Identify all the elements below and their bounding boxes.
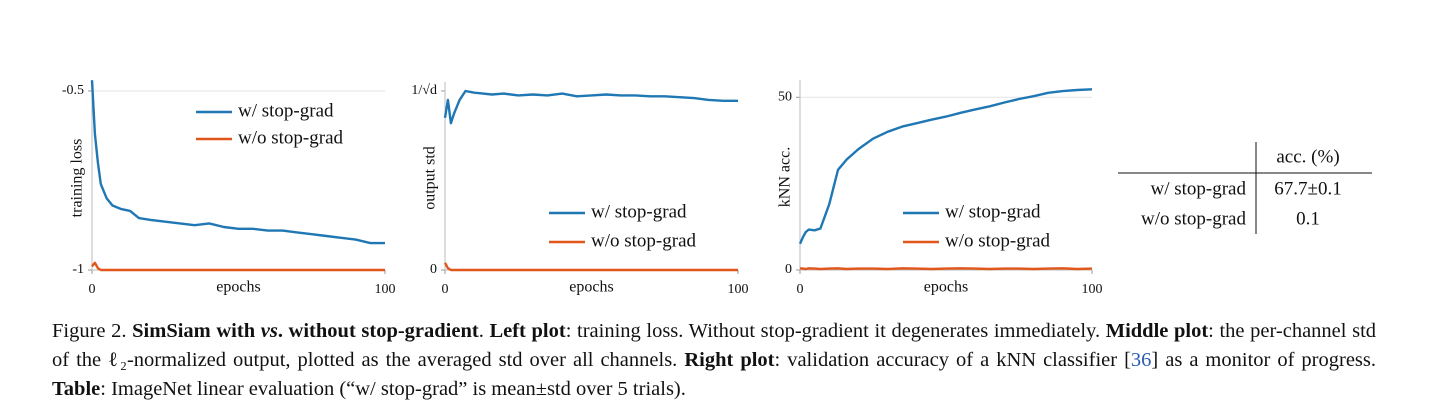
x-axis-label: epochs [569,279,613,296]
series-line [90,80,385,245]
table-cell: w/ stop-grad [1150,178,1246,199]
series-line [798,88,1093,245]
x-tick-label: 0 [89,282,96,297]
x-tick-label: 100 [375,282,396,297]
table-cell: 67.7±0.1 [1274,178,1341,199]
caption-text: . [478,320,490,342]
y-axis-label: output std [422,146,439,210]
y-tick-label: 0 [785,262,792,277]
caption-text: : training loss. Without stop-gradient i… [565,320,1106,342]
series-line [443,262,738,272]
caption-text: ] as a monitor of progress. [1151,349,1377,371]
x-tick-label: 0 [797,282,804,297]
legend-label: w/o stop-grad [238,127,344,148]
caption-text: Right plot [684,349,775,371]
x-axis-label: epochs [216,279,260,296]
caption-text: Middle plot [1105,320,1209,342]
y-axis-label: training loss [69,139,86,218]
table-cell: w/o stop-grad [1141,208,1247,229]
y-tick-label: -1 [72,262,84,277]
table-cell: 0.1 [1296,208,1320,229]
y-axis-label: kNN acc. [777,147,794,207]
caption-text: SimSiam with [132,320,261,342]
series-line [91,261,385,272]
caption: Figure 2. SimSiam with vs. without stop-… [52,317,1376,404]
x-tick-label: 0 [442,282,449,297]
legend-label: w/ stop-grad [591,201,687,222]
legend-label: w/ stop-grad [945,201,1041,222]
citation[interactable]: 36 [1130,349,1152,371]
y-tick-label: 1/√d [411,83,437,98]
caption-text: Table [52,378,101,400]
table-header: acc. (%) [1276,146,1339,167]
caption-text: vs [260,320,278,342]
y-tick-label: 50 [778,89,792,104]
x-axis-label: epochs [924,279,968,296]
series-line [799,267,1093,271]
series-line [443,89,738,125]
y-tick-label: -0.5 [62,83,84,98]
caption-text: : validation accuracy of a kNN classifie… [774,349,1131,371]
y-tick-label: 0 [430,262,437,277]
caption-text: Left plot [489,320,566,342]
legend-label: w/o stop-grad [591,230,697,251]
legend-label: w/o stop-grad [945,230,1051,251]
legend-label: w/ stop-grad [238,100,334,121]
x-tick-label: 100 [728,282,749,297]
caption-text: . without stop-gradient [277,320,479,342]
caption-text: Figure 2. [52,320,133,342]
figure: acc. (%) w/ stop-grad 67.7±0.1 w/o stop-… [62,80,1372,297]
caption-text: : the per-channel std of the ℓ₂-normaliz… [52,320,1377,371]
x-tick-label: 100 [1082,282,1103,297]
caption-text: : ImageNet linear evaluation (“w/ stop-g… [100,378,686,400]
